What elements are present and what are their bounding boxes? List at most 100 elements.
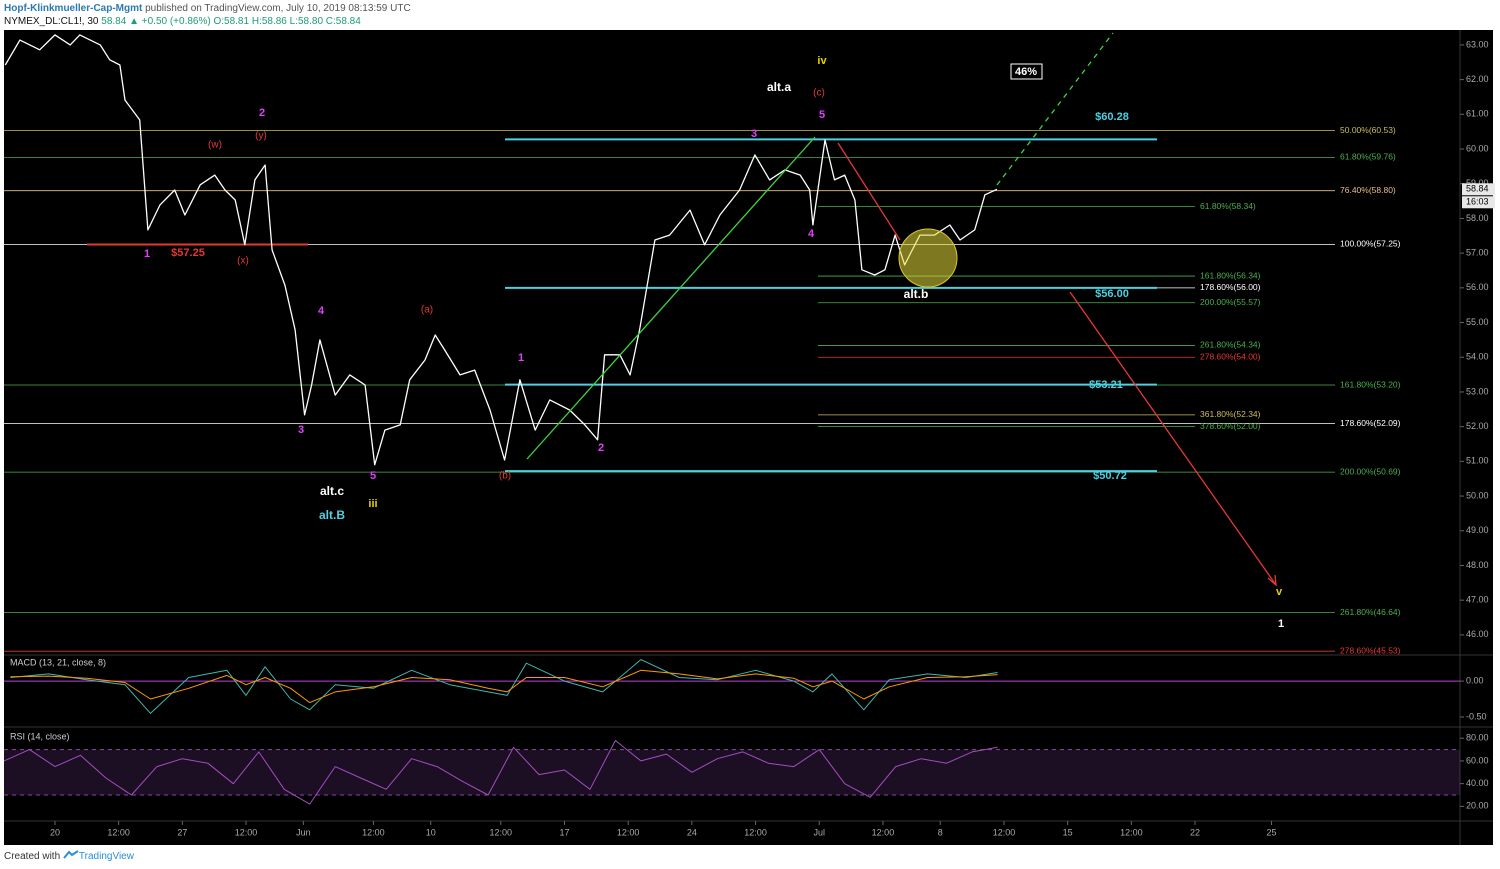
header: Hopf-Klinkmueller-Cap-Mgmt published on … xyxy=(4,2,411,28)
y-tick-label: 63.00 xyxy=(1466,39,1489,49)
fib-level-label: 161.80%(56.34) xyxy=(1200,270,1261,280)
badge-box xyxy=(1010,63,1043,80)
wave-label: 4 xyxy=(318,305,325,317)
rsi-band xyxy=(4,749,1460,796)
footer: Created with TradingView xyxy=(4,850,134,862)
x-tick-label: 12:00 xyxy=(362,827,385,837)
logo-mark xyxy=(63,850,79,859)
y-tick-label: 54.00 xyxy=(1466,352,1489,362)
wave-label: (y) xyxy=(255,131,267,142)
fib-level-label: 50.00%(60.53) xyxy=(1340,125,1396,135)
fib-level-label: 178.60%(52.09) xyxy=(1340,418,1401,428)
fib-level-label: 61.80%(59.76) xyxy=(1340,152,1396,162)
highlight-circle xyxy=(898,228,958,288)
wave-label: 1 xyxy=(144,248,150,260)
wave-label: alt.b xyxy=(904,287,929,301)
x-tick-label: 25 xyxy=(1266,827,1276,837)
header-line: Hopf-Klinkmueller-Cap-Mgmt published on … xyxy=(4,2,411,15)
countdown-box xyxy=(1462,196,1495,209)
fib-level-label: 200.00%(50.69) xyxy=(1340,466,1401,476)
published: published on TradingView.com, July 10, 2… xyxy=(145,3,411,14)
x-tick-label: 10 xyxy=(426,827,436,837)
fib-level-label: 378.60%(52.00) xyxy=(1200,421,1261,431)
y-tick-label: 60.00 xyxy=(1466,143,1489,153)
x-tick-label: 12:00 xyxy=(744,827,767,837)
wave-label: (w) xyxy=(208,140,222,151)
y-tick-label: 48.00 xyxy=(1466,560,1489,570)
x-tick-label: Jun xyxy=(296,827,311,837)
target-label: $60.28 xyxy=(1095,111,1129,123)
y-tick-label: 20.00 xyxy=(1466,801,1489,811)
created-with: Created with xyxy=(4,851,61,862)
y-tick-label: 57.00 xyxy=(1466,248,1489,258)
wave-label: (x) xyxy=(237,256,249,267)
x-tick-label: 12:00 xyxy=(872,827,895,837)
y-tick-label: 60.00 xyxy=(1466,755,1489,765)
x-tick-label: 8 xyxy=(938,827,943,837)
wave-label: 1 xyxy=(518,352,524,364)
wave-label: 5 xyxy=(819,109,825,121)
projection-arrow xyxy=(1069,291,1277,586)
pane-title: RSI (14, close) xyxy=(10,731,70,741)
countdown: 16:03 xyxy=(1466,197,1489,207)
arrow-head xyxy=(1267,574,1277,587)
y-tick-label: -0.50 xyxy=(1466,711,1487,721)
header-line: NYMEX_DL:CL1!, 30 58.84 ▲ +0.50 (+0.86%)… xyxy=(4,15,411,28)
y-tick-label: 51.00 xyxy=(1466,456,1489,466)
last-price-label: 58.84 xyxy=(1466,184,1489,194)
wave-label: 3 xyxy=(751,128,757,140)
target-label: $50.72 xyxy=(1093,470,1127,482)
target-label: $53.21 xyxy=(1089,379,1123,391)
y-tick-label: 50.00 xyxy=(1466,490,1489,500)
drawings xyxy=(526,32,1277,587)
x-tick-label: 12:00 xyxy=(1120,827,1143,837)
wave-label: v xyxy=(1276,586,1283,598)
last-price-tag xyxy=(1462,183,1495,196)
y-tick-label: 49.00 xyxy=(1466,525,1489,535)
wave-label: alt.a xyxy=(767,80,791,94)
wave-label: 2 xyxy=(598,442,604,454)
y-tick-label: 40.00 xyxy=(1466,778,1489,788)
fib-level-label: 200.00%(55.57) xyxy=(1200,297,1261,307)
y-tick-label: 46.00 xyxy=(1466,629,1489,639)
publisher[interactable]: Hopf-Klinkmueller-Cap-Mgmt xyxy=(4,3,143,14)
chart-background xyxy=(4,30,1493,845)
brand[interactable]: TradingView xyxy=(78,851,134,862)
x-tick-label: 17 xyxy=(559,827,569,837)
wave-label: 3 xyxy=(298,424,304,436)
fib-level-label: 261.80%(54.34) xyxy=(1200,340,1261,350)
x-tick-label: 15 xyxy=(1063,827,1073,837)
wave-label: 5 xyxy=(370,470,376,482)
x-tick-label: 12:00 xyxy=(235,827,258,837)
x-tick-label: 12:00 xyxy=(993,827,1016,837)
wave-label: 4 xyxy=(808,228,815,240)
wave-label: 2 xyxy=(259,107,265,119)
trend-line xyxy=(526,136,816,460)
y-tick-label: 56.00 xyxy=(1466,282,1489,292)
y-tick-label: 58.00 xyxy=(1466,213,1489,223)
series-line xyxy=(4,34,998,466)
chart: 46.0047.0048.0049.0050.0051.0052.0053.00… xyxy=(3,30,1495,845)
y-tick-label: 0.00 xyxy=(1466,675,1484,685)
series-line xyxy=(10,659,998,714)
series-line xyxy=(10,669,998,704)
wave-label: alt.c xyxy=(320,484,344,498)
y-tick-label: 52.00 xyxy=(1466,421,1489,431)
symbol: NYMEX_DL:CL1!, 30 xyxy=(4,16,99,27)
badge: 46% xyxy=(1015,66,1037,78)
wave-label: (c) xyxy=(813,88,825,99)
fib-level-label: 261.80%(46.64) xyxy=(1340,607,1401,617)
x-tick-label: Jul xyxy=(814,827,826,837)
x-tick-label: 12:00 xyxy=(107,827,130,837)
support-label: $57.25 xyxy=(171,247,205,259)
y-tick-label: 80.00 xyxy=(1466,733,1489,743)
fib-level-label: 361.80%(52.34) xyxy=(1200,409,1261,419)
fib-level-label: 278.60%(54.00) xyxy=(1200,351,1261,361)
y-tick-label: 61.00 xyxy=(1466,109,1489,119)
fib-level-label: 161.80%(53.20) xyxy=(1340,379,1401,389)
wave-label: iv xyxy=(817,55,827,67)
fib-level-label: 278.60%(45.53) xyxy=(1340,645,1401,655)
trend-line xyxy=(837,142,901,241)
fib-level-label: 61.80%(58.34) xyxy=(1200,201,1256,211)
x-tick-label: 12:00 xyxy=(617,827,640,837)
